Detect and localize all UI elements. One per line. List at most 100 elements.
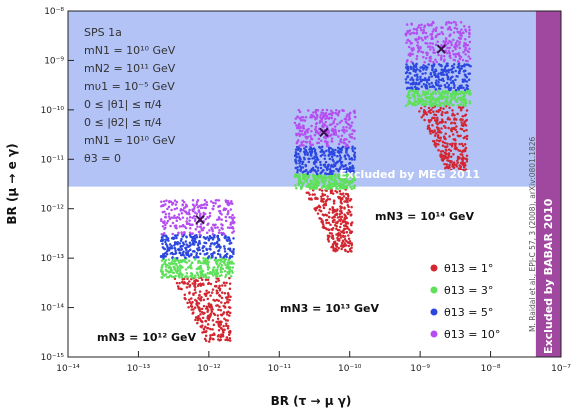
scatter-point bbox=[447, 26, 450, 30]
scatter-point bbox=[197, 266, 201, 270]
scatter-point bbox=[298, 179, 302, 182]
scatter-point bbox=[231, 266, 235, 269]
scatter-point bbox=[212, 266, 215, 269]
scatter-point bbox=[454, 94, 457, 98]
scatter-point bbox=[311, 169, 315, 172]
scatter-point bbox=[342, 235, 345, 238]
scatter-point bbox=[440, 93, 443, 96]
scatter-point bbox=[453, 122, 457, 125]
scatter-point bbox=[406, 58, 409, 62]
scatter-point bbox=[181, 224, 185, 227]
scatter-point bbox=[336, 216, 340, 219]
scatter-point bbox=[165, 244, 169, 248]
scatter-point bbox=[425, 53, 429, 57]
scatter-point bbox=[353, 137, 356, 140]
scatter-point bbox=[314, 184, 317, 187]
scatter-point bbox=[206, 262, 210, 266]
cluster-1 bbox=[293, 108, 357, 254]
scatter-point bbox=[330, 236, 334, 240]
scatter-point bbox=[412, 69, 415, 73]
scatter-point bbox=[211, 255, 214, 259]
scatter-point bbox=[329, 109, 333, 112]
scatter-point bbox=[197, 255, 200, 259]
scatter-point bbox=[214, 199, 218, 202]
scatter-point bbox=[431, 46, 434, 49]
scatter-point bbox=[178, 281, 181, 285]
scatter-point bbox=[205, 201, 208, 204]
scatter-point bbox=[180, 276, 184, 279]
scatter-point bbox=[174, 241, 178, 244]
scatter-point bbox=[339, 156, 343, 159]
scatter-point bbox=[206, 306, 209, 310]
scatter-point bbox=[324, 112, 328, 115]
scatter-point bbox=[173, 247, 177, 250]
scatter-point bbox=[441, 26, 444, 30]
scatter-point bbox=[430, 108, 433, 111]
scatter-point bbox=[212, 204, 215, 208]
scatter-point bbox=[430, 75, 434, 78]
scatter-point bbox=[338, 159, 341, 163]
scatter-point bbox=[446, 101, 449, 104]
scatter-point bbox=[444, 120, 447, 124]
scatter-point bbox=[339, 244, 343, 248]
scatter-point bbox=[350, 132, 354, 136]
scatter-point bbox=[174, 225, 177, 229]
scatter-point bbox=[174, 216, 178, 220]
scatter-point bbox=[302, 144, 305, 147]
scatter-point bbox=[413, 82, 417, 85]
scatter-point bbox=[195, 299, 198, 303]
scatter-point bbox=[451, 79, 455, 83]
scatter-point bbox=[337, 238, 341, 241]
scatter-point bbox=[353, 184, 357, 187]
scatter-point bbox=[300, 143, 303, 147]
scatter-point bbox=[347, 140, 351, 144]
x-tick-label-0: 10⁻¹⁴ bbox=[56, 364, 80, 374]
scatter-point bbox=[444, 132, 447, 136]
cluster-1-band-131 bbox=[305, 188, 354, 254]
scatter-point bbox=[443, 156, 446, 160]
scatter-point bbox=[446, 51, 449, 55]
scatter-point bbox=[168, 243, 172, 246]
scatter-point bbox=[306, 152, 309, 155]
scatter-point bbox=[457, 167, 461, 170]
scatter-point bbox=[230, 260, 233, 264]
scatter-point bbox=[347, 228, 351, 231]
scatter-point bbox=[407, 93, 410, 96]
scatter-point bbox=[411, 52, 414, 56]
scatter-point bbox=[437, 148, 440, 152]
scatter-point bbox=[463, 120, 466, 124]
y-tick-label-6: 10⁻¹⁴ bbox=[41, 304, 65, 314]
scatter-point bbox=[332, 202, 336, 205]
scatter-point bbox=[448, 135, 451, 138]
scatter-point bbox=[176, 285, 180, 288]
scatter-point bbox=[450, 21, 453, 25]
scatter-point bbox=[181, 266, 184, 269]
scatter-point bbox=[409, 78, 412, 82]
scatter-point bbox=[169, 268, 173, 272]
scatter-point bbox=[345, 230, 349, 234]
scatter-point bbox=[324, 123, 327, 127]
scatter-point bbox=[345, 197, 349, 201]
scatter-point bbox=[187, 259, 191, 263]
scatter-point bbox=[231, 271, 234, 274]
scatter-point bbox=[194, 318, 197, 322]
scatter-point bbox=[453, 45, 457, 49]
scatter-point bbox=[175, 264, 178, 267]
scatter-point bbox=[329, 182, 333, 186]
scatter-point bbox=[298, 110, 302, 114]
scatter-point bbox=[224, 275, 227, 279]
scatter-point bbox=[450, 168, 453, 172]
scatter-point bbox=[465, 134, 469, 138]
scatter-point bbox=[449, 81, 453, 85]
scatter-point bbox=[327, 154, 330, 157]
scatter-point bbox=[415, 73, 418, 77]
scatter-point bbox=[446, 41, 450, 45]
scatter-point bbox=[329, 151, 332, 155]
scatter-point bbox=[197, 306, 201, 309]
scatter-point bbox=[444, 37, 448, 40]
scatter-point bbox=[441, 32, 445, 36]
scatter-point bbox=[409, 53, 412, 57]
scatter-point bbox=[196, 315, 200, 319]
scatter-point bbox=[445, 90, 448, 93]
scatter-point bbox=[222, 324, 225, 328]
